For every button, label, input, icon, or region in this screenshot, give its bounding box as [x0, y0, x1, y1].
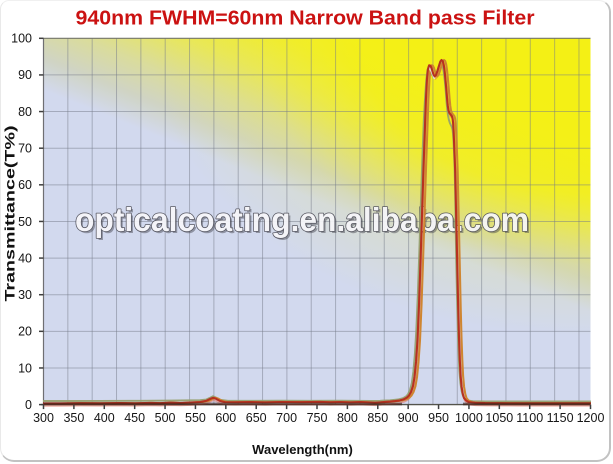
svg-text:opticalcoating.en.alibaba.com: opticalcoating.en.alibaba.com: [75, 201, 529, 238]
svg-text:40: 40: [18, 251, 32, 265]
svg-text:900: 900: [398, 411, 419, 425]
svg-text:50: 50: [18, 215, 32, 229]
svg-text:940nm FWHM=60nm Narrow Band pa: 940nm FWHM=60nm Narrow Band pass Filter: [76, 7, 535, 29]
svg-text:750: 750: [307, 411, 328, 425]
svg-text:550: 550: [185, 411, 206, 425]
svg-text:500: 500: [155, 411, 176, 425]
svg-text:60: 60: [18, 178, 32, 192]
svg-text:400: 400: [94, 411, 115, 425]
svg-text:300: 300: [33, 411, 54, 425]
svg-text:600: 600: [215, 411, 236, 425]
svg-text:80: 80: [18, 105, 32, 119]
svg-text:350: 350: [63, 411, 84, 425]
svg-text:1200: 1200: [577, 411, 605, 425]
svg-text:10: 10: [18, 361, 32, 375]
svg-text:20: 20: [18, 325, 32, 339]
svg-text:100: 100: [11, 32, 32, 46]
svg-text:70: 70: [18, 141, 32, 155]
svg-text:30: 30: [18, 288, 32, 302]
svg-text:Transmittance(T%): Transmittance(T%): [3, 126, 18, 302]
svg-text:700: 700: [276, 411, 297, 425]
svg-text:1050: 1050: [485, 411, 513, 425]
svg-text:950: 950: [428, 411, 449, 425]
svg-text:650: 650: [246, 411, 267, 425]
svg-text:450: 450: [124, 411, 145, 425]
svg-text:1000: 1000: [455, 411, 483, 425]
svg-text:90: 90: [18, 68, 32, 82]
svg-text:1100: 1100: [516, 411, 543, 425]
svg-text:Wavelength(nm): Wavelength(nm): [252, 442, 353, 457]
svg-text:0: 0: [25, 398, 32, 412]
svg-text:850: 850: [367, 411, 388, 425]
svg-text:1150: 1150: [547, 411, 574, 425]
svg-text:800: 800: [337, 411, 358, 425]
